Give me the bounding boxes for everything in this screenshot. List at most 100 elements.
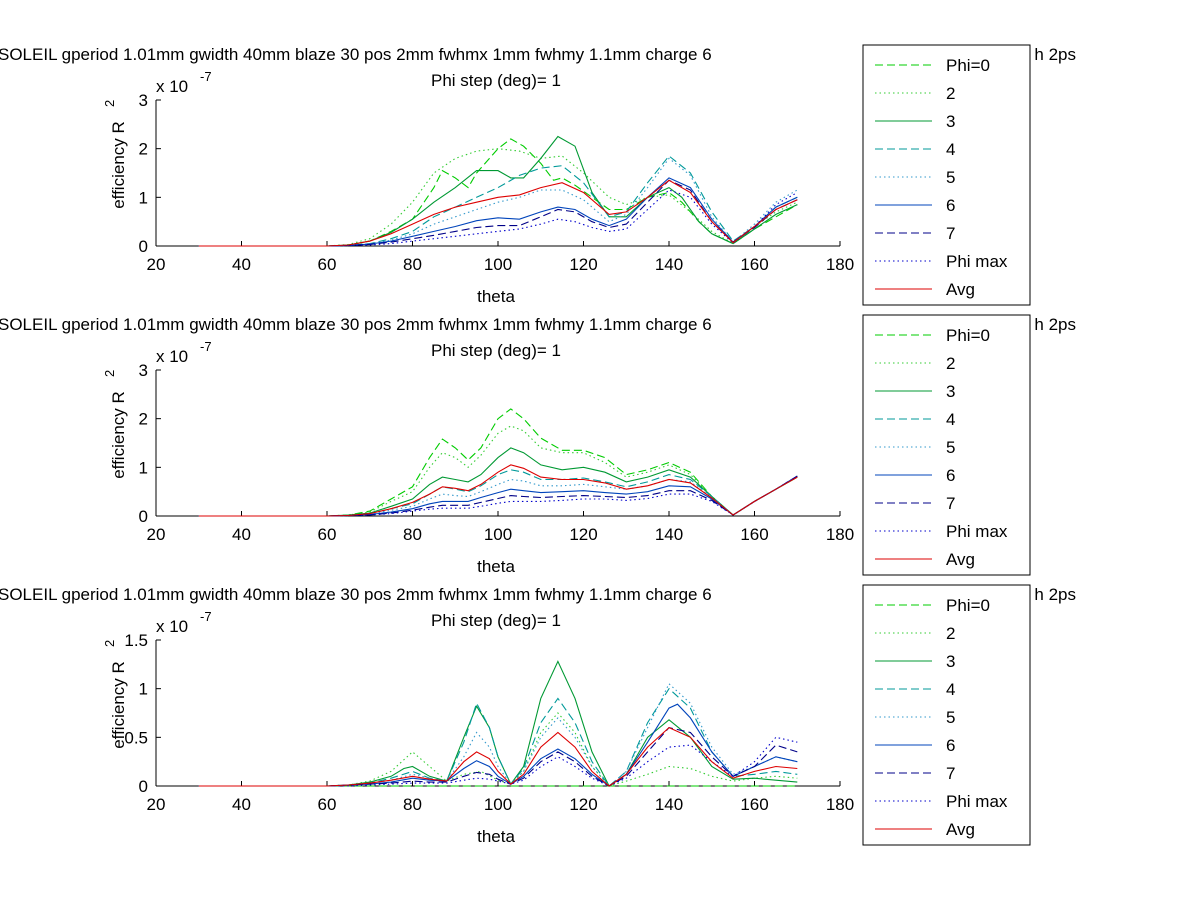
y-axis-label-superscript: 2	[102, 370, 117, 377]
y-axis-label: efficiency R	[109, 661, 128, 749]
y-tick-label: 0	[139, 777, 148, 796]
y-axis-label: efficiency R	[109, 391, 128, 479]
y-multiplier-exponent: -7	[200, 69, 212, 84]
series-line	[198, 469, 798, 517]
y-axis-label-superscript: 2	[102, 640, 117, 647]
legend-label: 5	[946, 168, 955, 187]
y-tick-label: 0	[139, 507, 148, 526]
legend: Phi=0 2 3 4 5 6 7 Phi max Avg	[862, 314, 1031, 576]
x-tick-label: 20	[147, 525, 166, 544]
legend-label: 7	[946, 224, 955, 243]
series-line	[198, 447, 798, 517]
series-line	[198, 189, 798, 247]
legend-label: Phi max	[946, 252, 1008, 271]
legend-label: 4	[946, 410, 955, 429]
x-tick-label: 40	[232, 255, 251, 274]
legend-label: Phi max	[946, 792, 1008, 811]
x-tick-label: 180	[826, 255, 854, 274]
legend-label: Phi max	[946, 522, 1008, 541]
x-tick-label: 100	[484, 795, 512, 814]
x-tick-label: 140	[655, 795, 683, 814]
chart-subtitle: Phi step (deg)= 1	[431, 71, 561, 90]
x-tick-label: 120	[569, 795, 597, 814]
series-line	[198, 736, 798, 787]
series-line	[198, 712, 798, 787]
x-axis-label: theta	[477, 557, 515, 576]
legend-label: 2	[946, 624, 955, 643]
chart-title: SOLEIL gperiod 1.01mm gwidth 40mm blaze …	[0, 45, 712, 64]
x-tick-label: 40	[232, 525, 251, 544]
y-tick-label: 2	[139, 140, 148, 159]
y-multiplier-exponent: -7	[200, 339, 212, 354]
x-tick-label: 160	[740, 795, 768, 814]
legend-label: 3	[946, 112, 955, 131]
x-tick-label: 160	[740, 525, 768, 544]
x-tick-label: 20	[147, 255, 166, 274]
y-tick-label: 0.5	[124, 728, 148, 747]
chart-subtitle: Phi step (deg)= 1	[431, 341, 561, 360]
chart-title: SOLEIL gperiod 1.01mm gwidth 40mm blaze …	[0, 315, 712, 334]
y-tick-label: 2	[139, 410, 148, 429]
y-axis-label-superscript: 2	[102, 100, 117, 107]
x-tick-label: 60	[318, 795, 337, 814]
y-tick-label: 1	[139, 458, 148, 477]
x-tick-label: 180	[826, 795, 854, 814]
y-tick-label: 3	[139, 361, 148, 380]
y-multiplier-label: x 10	[156, 347, 188, 366]
series-line	[198, 157, 798, 247]
legend: Phi=0 2 3 4 5 6 7 Phi max Avg	[862, 584, 1031, 846]
series-line	[198, 687, 798, 787]
legend-box	[862, 44, 1031, 306]
legend-label: 3	[946, 382, 955, 401]
series-line	[198, 726, 798, 787]
legend-label: 6	[946, 196, 955, 215]
x-tick-label: 20	[147, 795, 166, 814]
x-tick-label: 140	[655, 255, 683, 274]
x-tick-label: 80	[403, 255, 422, 274]
chart-subtitle: Phi step (deg)= 1	[431, 611, 561, 630]
legend-label: 2	[946, 84, 955, 103]
legend-label: 2	[946, 354, 955, 373]
x-tick-label: 120	[569, 255, 597, 274]
legend-label: 6	[946, 736, 955, 755]
y-tick-label: 3	[139, 91, 148, 110]
series-line	[198, 475, 798, 517]
legend-label: 7	[946, 764, 955, 783]
legend-box	[862, 314, 1031, 576]
y-tick-label: 1.5	[124, 631, 148, 650]
series-line	[198, 148, 798, 247]
x-tick-label: 140	[655, 525, 683, 544]
x-tick-label: 80	[403, 525, 422, 544]
legend-label: Avg	[946, 280, 975, 299]
series-line	[198, 179, 798, 247]
x-axis-label: theta	[477, 827, 515, 846]
legend-label: Avg	[946, 550, 975, 569]
series-line	[198, 726, 798, 787]
series-line	[198, 682, 798, 787]
y-tick-label: 1	[139, 680, 148, 699]
legend-label: 3	[946, 652, 955, 671]
chart-title-end: h 2ps	[1034, 45, 1076, 64]
y-axis-label: efficiency R	[109, 121, 128, 209]
chart-title-end: h 2ps	[1034, 585, 1076, 604]
legend-label: 4	[946, 680, 955, 699]
chart-panel-2: 20 40 60 80 100 120 140 160 180 0 1 2 3 x 10 -7 theta ef…	[0, 314, 1076, 576]
x-tick-label: 40	[232, 795, 251, 814]
y-multiplier-exponent: -7	[200, 609, 212, 624]
series-line	[198, 703, 798, 787]
legend-label: Phi=0	[946, 596, 990, 615]
legend-label: 4	[946, 140, 955, 159]
y-axis-label-group: efficiency R 2	[102, 640, 128, 749]
y-multiplier-label: x 10	[156, 77, 188, 96]
legend-label: Avg	[946, 820, 975, 839]
x-tick-label: 60	[318, 255, 337, 274]
series-line	[198, 155, 798, 247]
legend-label: 5	[946, 708, 955, 727]
x-tick-label: 180	[826, 525, 854, 544]
x-tick-label: 80	[403, 795, 422, 814]
chart-panel-1: 20 40 60 80 100 120 140 160 180 0 1 2 3 x 10 -7 theta ef…	[0, 44, 1076, 306]
legend-label: 7	[946, 494, 955, 513]
series-line	[198, 660, 798, 787]
chart-panel-3: 20 40 60 80 100 120 140 160 180 0 0.5 1 1.5 x 10 -7 the…	[0, 584, 1076, 846]
y-tick-label: 0	[139, 237, 148, 256]
